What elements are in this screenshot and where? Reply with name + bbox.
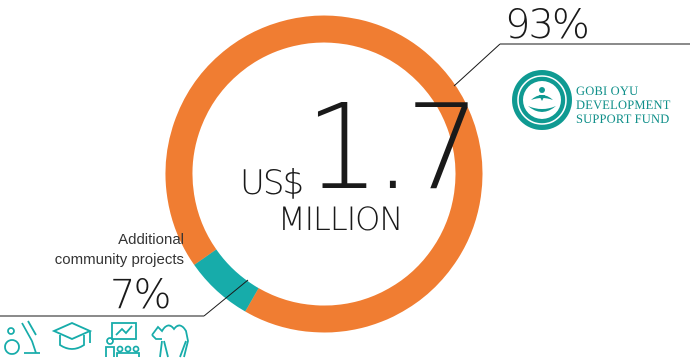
leader-line-93: [453, 43, 501, 87]
leader-line-7: [203, 279, 249, 317]
fund-logo-icon: [512, 70, 572, 130]
donut-slice-93: [165, 15, 483, 333]
graduation-cap-icon: [51, 322, 93, 350]
segment-label-line-1: Additional: [118, 231, 184, 248]
org-name-line-1: GOBI OYU: [576, 84, 639, 98]
science-microscope-icon: [4, 320, 40, 355]
total-currency: US$: [240, 163, 304, 203]
segment-label-line-2: community projects: [54, 251, 184, 268]
slice-value-93: 93%: [505, 2, 590, 48]
org-name-line-2: DEVELOPMENT: [576, 98, 671, 112]
camel-icon: [151, 324, 189, 358]
segment-label: Additional community projects: [0, 230, 184, 270]
total-unit: MILLION: [278, 200, 403, 238]
slice-value-7: 7%: [110, 272, 171, 318]
category-icons: [4, 320, 189, 358]
org-name-line-3: SUPPORT FUND: [576, 112, 670, 126]
donut-slice-7: [194, 249, 259, 312]
teacher-presentation-icon: [105, 322, 140, 357]
total-amount: 1.7: [305, 78, 481, 216]
